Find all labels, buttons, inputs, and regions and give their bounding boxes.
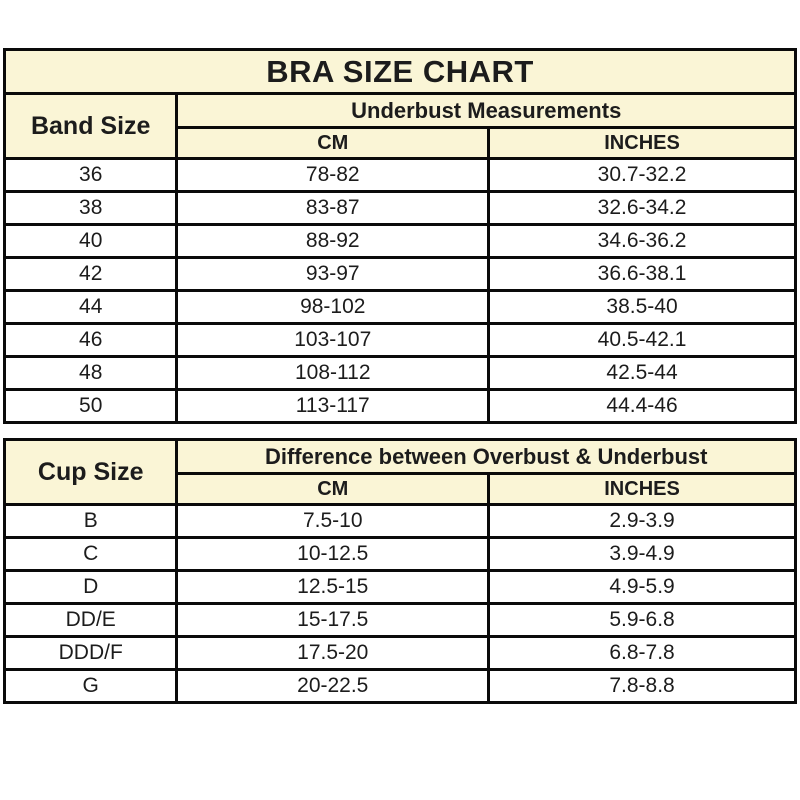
chart-title-row: BRA SIZE CHART [3,48,797,95]
table-gap [3,424,797,438]
cm-range: 88-92 [175,223,491,259]
band-size-value: 48 [2,355,179,391]
band-group-header-row: Band Size Underbust Measurements [2,92,797,160]
cm-range: 103-107 [175,322,491,358]
table-row: 42 93-97 36.6-38.1 [2,256,797,292]
inches-range: 7.8-8.8 [487,668,797,704]
inches-range: 34.6-36.2 [487,223,797,259]
inches-range: 38.5-40 [487,289,797,325]
cup-size-value: DD/E [2,602,179,638]
cm-range: 7.5-10 [175,503,491,539]
cup-cm-column-header: CM [175,472,491,506]
cup-size-header: Cup Size [2,438,179,506]
cm-range: 12.5-15 [175,569,491,605]
chart-title: BRA SIZE CHART [3,48,797,95]
band-size-value: 44 [2,289,179,325]
table-row: 46 103-107 40.5-42.1 [2,322,797,358]
cup-size-value: C [2,536,179,572]
band-size-table: BRA SIZE CHART Band Size Underbust Measu… [2,48,797,424]
band-size-value: 42 [2,256,179,292]
table-row: 48 108-112 42.5-44 [2,355,797,391]
inches-range: 2.9-3.9 [487,503,797,539]
inches-range: 5.9-6.8 [487,602,797,638]
cm-range: 78-82 [175,157,491,193]
cm-range: 10-12.5 [175,536,491,572]
inches-range: 40.5-42.1 [487,322,797,358]
table-row: DD/E 15-17.5 5.9-6.8 [2,602,797,638]
band-size-value: 46 [2,322,179,358]
cm-range: 83-87 [175,190,491,226]
cup-size-value: D [2,569,179,605]
table-row: 44 98-102 38.5-40 [2,289,797,325]
band-size-value: 50 [2,388,179,424]
table-row: 50 113-117 44.4-46 [2,388,797,424]
cm-range: 108-112 [175,355,491,391]
cup-size-value: B [2,503,179,539]
cup-group-header-row: Cup Size Difference between Overbust & U… [2,438,797,506]
inches-range: 44.4-46 [487,388,797,424]
inches-range: 42.5-44 [487,355,797,391]
table-row: D 12.5-15 4.9-5.9 [2,569,797,605]
inches-range: 4.9-5.9 [487,569,797,605]
band-size-value: 36 [2,157,179,193]
table-row: B 7.5-10 2.9-3.9 [2,503,797,539]
cm-range: 98-102 [175,289,491,325]
cup-size-value: G [2,668,179,704]
cup-subheader-row: CM INCHES [5,472,797,506]
band-subheader-row: CM INCHES [5,126,797,160]
inches-range: 36.6-38.1 [487,256,797,292]
inches-range: 3.9-4.9 [487,536,797,572]
cm-range: 17.5-20 [175,635,491,671]
cup-size-table: Cup Size Difference between Overbust & U… [2,438,797,704]
table-row: DDD/F 17.5-20 6.8-7.8 [2,635,797,671]
inches-range: 32.6-34.2 [487,190,797,226]
table-row: G 20-22.5 7.8-8.8 [2,668,797,704]
band-size-header: Band Size [2,92,179,160]
cm-range: 113-117 [175,388,491,424]
table-row: 38 83-87 32.6-34.2 [2,190,797,226]
table-row: 40 88-92 34.6-36.2 [2,223,797,259]
cup-size-value: DDD/F [2,635,179,671]
band-inches-column-header: INCHES [487,126,797,160]
cup-inches-column-header: INCHES [487,472,797,506]
band-size-value: 38 [2,190,179,226]
cm-range: 15-17.5 [175,602,491,638]
difference-header: Difference between Overbust & Underbust [175,438,797,475]
band-cm-column-header: CM [175,126,491,160]
cm-range: 93-97 [175,256,491,292]
table-row: C 10-12.5 3.9-4.9 [2,536,797,572]
table-row: 36 78-82 30.7-32.2 [2,157,797,193]
band-size-value: 40 [2,223,179,259]
inches-range: 30.7-32.2 [487,157,797,193]
cm-range: 20-22.5 [175,668,491,704]
inches-range: 6.8-7.8 [487,635,797,671]
underbust-measurements-header: Underbust Measurements [175,92,797,129]
